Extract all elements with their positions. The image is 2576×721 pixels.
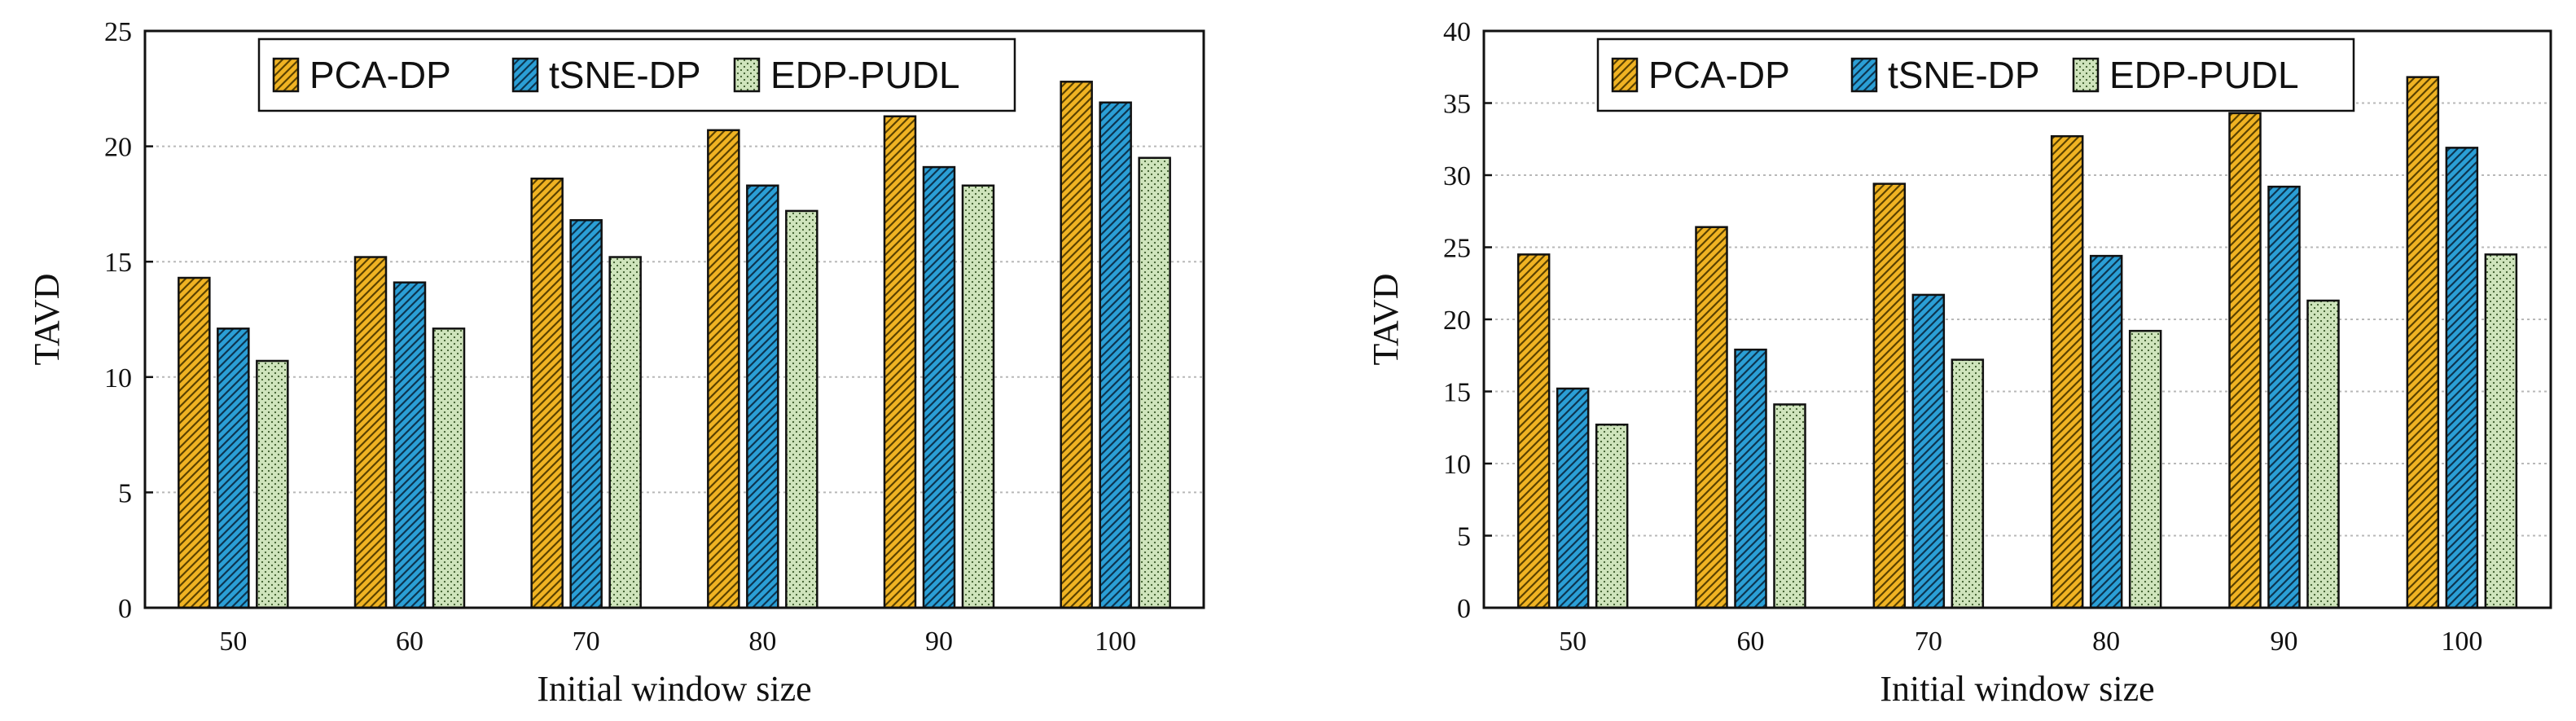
y-tick-label: 40 xyxy=(1443,17,1471,47)
legend-box xyxy=(1596,37,2355,112)
bar-tsne-dp-100 xyxy=(2445,147,2479,609)
bar-edp-pudl-100 xyxy=(2484,253,2518,609)
legend-label-edp-pudl: EDP-PUDL xyxy=(2109,54,2299,96)
plot-frame xyxy=(143,29,1205,609)
bar-pca-dp-60 xyxy=(353,256,388,609)
bar-tsne-dp-50 xyxy=(1556,387,1590,609)
y-tick-label: 10 xyxy=(104,363,132,393)
legend: PCA-DP tSNE-DP EDP-PUDL xyxy=(1596,37,2355,112)
chart-panel-1: 0 5 10 15 20 25 50 60 70 80 90 100 Initial window si… xyxy=(27,17,1205,709)
x-tick-label: 60 xyxy=(1737,626,1765,657)
bar-pca-dp-80 xyxy=(2050,134,2084,609)
bar-edp-pudl-60 xyxy=(1773,403,1806,609)
bar-edp-pudl-90 xyxy=(2306,299,2340,609)
x-tick-label: 80 xyxy=(2092,626,2120,657)
x-tick-label: 70 xyxy=(573,626,600,657)
bar-edp-pudl-80 xyxy=(785,209,818,609)
legend-label-pca-dp: PCA-DP xyxy=(309,54,451,96)
y-tick-label: 20 xyxy=(1443,306,1471,336)
x-tick-label: 100 xyxy=(1095,626,1136,657)
y-tick-label: 30 xyxy=(1443,161,1471,191)
y-tick-label: 15 xyxy=(1443,378,1471,408)
y-tick-label: 35 xyxy=(1443,90,1471,120)
y-tick-label: 5 xyxy=(1457,522,1471,552)
y-tick-label: 25 xyxy=(104,17,132,47)
x-tick-label: 50 xyxy=(1559,626,1586,657)
bar-tsne-dp-80 xyxy=(746,184,779,609)
bar-pca-dp-80 xyxy=(707,129,740,609)
bar-tsne-dp-90 xyxy=(2267,185,2301,609)
x-tick-label: 80 xyxy=(748,626,776,657)
chart-panel-2: 0 5 10 15 20 25 30 35 40 50 60 70 80 90 100 Initial win… xyxy=(1366,17,2552,709)
bar-pca-dp-100 xyxy=(2406,76,2440,609)
bar-edp-pudl-50 xyxy=(256,359,289,609)
bar-pca-dp-50 xyxy=(1516,253,1551,609)
bar-pca-dp-70 xyxy=(1872,182,1907,609)
bar-tsne-dp-70 xyxy=(569,218,603,609)
legend-label-tsne-dp: tSNE-DP xyxy=(549,54,701,96)
bar-tsne-dp-60 xyxy=(1734,348,1767,609)
legend-label-tsne-dp: tSNE-DP xyxy=(1888,54,2040,96)
x-tick-label: 60 xyxy=(396,626,423,657)
bar-edp-pudl-90 xyxy=(961,184,995,609)
y-tick-label: 15 xyxy=(104,248,132,278)
y-tick-label: 0 xyxy=(1457,594,1471,624)
bar-edp-pudl-80 xyxy=(2128,329,2162,609)
bar-edp-pudl-70 xyxy=(1951,358,1985,609)
bar-tsne-dp-50 xyxy=(217,328,250,609)
bar-edp-pudl-60 xyxy=(432,328,466,609)
bar-tsne-dp-60 xyxy=(393,281,427,609)
bar-edp-pudl-50 xyxy=(1595,423,1629,609)
y-tick-label: 10 xyxy=(1443,450,1471,480)
bar-pca-dp-50 xyxy=(178,276,211,609)
legend-swatch-pca-dp xyxy=(1611,57,1639,93)
y-tick-label: 25 xyxy=(1443,234,1471,264)
bar-pca-dp-90 xyxy=(2228,112,2262,609)
legend-box xyxy=(257,37,1016,112)
bar-tsne-dp-80 xyxy=(2089,254,2123,609)
bar-pca-dp-60 xyxy=(1695,226,1728,609)
legend-swatch-pca-dp xyxy=(272,57,300,93)
y-axis-title: TAVD xyxy=(1366,273,1406,365)
y-tick-label: 5 xyxy=(118,478,132,508)
legend: PCA-DP tSNE-DP EDP-PUDL xyxy=(257,37,1016,112)
x-tick-label: 90 xyxy=(2271,626,2298,657)
x-tick-label: 100 xyxy=(2441,626,2482,657)
y-tick-label: 0 xyxy=(118,594,132,624)
x-axis-title: Initial window size xyxy=(537,669,811,709)
bar-edp-pudl-100 xyxy=(1138,156,1171,609)
bar-pca-dp-70 xyxy=(530,177,564,609)
bar-tsne-dp-70 xyxy=(1911,293,1946,609)
legend-swatch-edp-pudl xyxy=(733,57,761,93)
x-tick-label: 90 xyxy=(925,626,953,657)
x-tick-label: 70 xyxy=(1915,626,1942,657)
legend-swatch-tsne-dp xyxy=(1850,57,1878,93)
legend-swatch-tsne-dp xyxy=(511,57,539,93)
x-axis-title: Initial window size xyxy=(1880,669,2154,709)
y-axis-title: TAVD xyxy=(27,273,67,365)
legend-label-edp-pudl: EDP-PUDL xyxy=(770,54,960,96)
bar-pca-dp-100 xyxy=(1060,81,1093,609)
bar-tsne-dp-100 xyxy=(1099,101,1132,609)
bar-pca-dp-90 xyxy=(883,115,917,609)
legend-swatch-edp-pudl xyxy=(2072,57,2100,93)
bar-edp-pudl-70 xyxy=(608,256,642,609)
y-tick-label: 20 xyxy=(104,133,132,163)
legend-label-pca-dp: PCA-DP xyxy=(1648,54,1790,96)
bar-tsne-dp-90 xyxy=(922,165,956,609)
x-tick-label: 50 xyxy=(219,626,247,657)
